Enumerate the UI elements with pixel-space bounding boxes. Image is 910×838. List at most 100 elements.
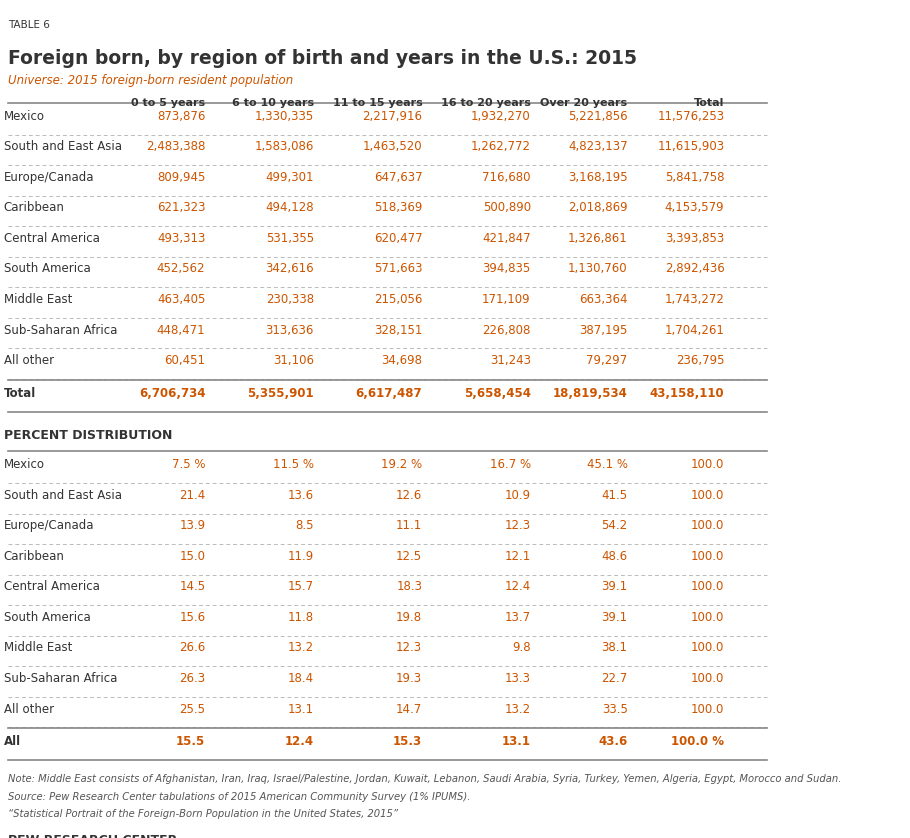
Text: PEW RESEARCH CENTER: PEW RESEARCH CENTER (8, 834, 177, 838)
Text: 16 to 20 years: 16 to 20 years (440, 98, 531, 108)
Text: Sub-Saharan Africa: Sub-Saharan Africa (4, 672, 117, 685)
Text: 11.9: 11.9 (288, 550, 314, 563)
Text: 13.2: 13.2 (505, 702, 531, 716)
Text: 26.6: 26.6 (179, 641, 206, 654)
Text: South and East Asia: South and East Asia (4, 489, 122, 502)
Text: South America: South America (4, 262, 91, 276)
Text: 48.6: 48.6 (602, 550, 628, 563)
Text: 100.0: 100.0 (691, 581, 724, 593)
Text: 12.4: 12.4 (504, 581, 531, 593)
Text: 16.7 %: 16.7 % (490, 458, 531, 471)
Text: Mexico: Mexico (4, 458, 45, 471)
Text: Total: Total (694, 98, 724, 108)
Text: 18.4: 18.4 (288, 672, 314, 685)
Text: 1,326,861: 1,326,861 (568, 232, 628, 245)
Text: 100.0: 100.0 (691, 641, 724, 654)
Text: 621,323: 621,323 (157, 201, 206, 215)
Text: 79,297: 79,297 (586, 354, 628, 367)
Text: 452,562: 452,562 (157, 262, 206, 276)
Text: 2,217,916: 2,217,916 (362, 110, 422, 122)
Text: 647,637: 647,637 (374, 171, 422, 184)
Text: 31,243: 31,243 (490, 354, 531, 367)
Text: 14.7: 14.7 (396, 702, 422, 716)
Text: 100.0: 100.0 (691, 672, 724, 685)
Text: All: All (4, 736, 21, 748)
Text: 226,808: 226,808 (482, 323, 531, 337)
Text: 620,477: 620,477 (374, 232, 422, 245)
Text: 13.2: 13.2 (288, 641, 314, 654)
Text: Europe/Canada: Europe/Canada (4, 171, 95, 184)
Text: 100.0: 100.0 (691, 489, 724, 502)
Text: 499,301: 499,301 (266, 171, 314, 184)
Text: 9.8: 9.8 (512, 641, 531, 654)
Text: 500,890: 500,890 (482, 201, 531, 215)
Text: Total: Total (4, 387, 36, 400)
Text: “Statistical Portrait of the Foreign-Born Population in the United States, 2015”: “Statistical Portrait of the Foreign-Bor… (8, 809, 398, 819)
Text: 421,847: 421,847 (482, 232, 531, 245)
Text: 26.3: 26.3 (179, 672, 206, 685)
Text: 34,698: 34,698 (381, 354, 422, 367)
Text: 18.3: 18.3 (396, 581, 422, 593)
Text: 11 to 15 years: 11 to 15 years (332, 98, 422, 108)
Text: 1,932,270: 1,932,270 (471, 110, 531, 122)
Text: 60,451: 60,451 (165, 354, 206, 367)
Text: 328,151: 328,151 (374, 323, 422, 337)
Text: 12.3: 12.3 (505, 520, 531, 532)
Text: 100.0: 100.0 (691, 550, 724, 563)
Text: Caribbean: Caribbean (4, 550, 65, 563)
Text: 571,663: 571,663 (374, 262, 422, 276)
Text: Universe: 2015 foreign-born resident population: Universe: 2015 foreign-born resident pop… (8, 75, 293, 87)
Text: 5,658,454: 5,658,454 (464, 387, 531, 400)
Text: 4,823,137: 4,823,137 (568, 140, 628, 153)
Text: 11,576,253: 11,576,253 (657, 110, 724, 122)
Text: Caribbean: Caribbean (4, 201, 65, 215)
Text: 43.6: 43.6 (599, 736, 628, 748)
Text: 3,168,195: 3,168,195 (568, 171, 628, 184)
Text: 4,153,579: 4,153,579 (665, 201, 724, 215)
Text: 0 to 5 years: 0 to 5 years (131, 98, 206, 108)
Text: 41.5: 41.5 (602, 489, 628, 502)
Text: All other: All other (4, 354, 54, 367)
Text: 100.0: 100.0 (691, 611, 724, 624)
Text: South and East Asia: South and East Asia (4, 140, 122, 153)
Text: Sub-Saharan Africa: Sub-Saharan Africa (4, 323, 117, 337)
Text: 230,338: 230,338 (266, 293, 314, 306)
Text: 716,680: 716,680 (482, 171, 531, 184)
Text: PERCENT DISTRIBUTION: PERCENT DISTRIBUTION (4, 429, 172, 442)
Text: 394,835: 394,835 (482, 262, 531, 276)
Text: 2,892,436: 2,892,436 (664, 262, 724, 276)
Text: 873,876: 873,876 (157, 110, 206, 122)
Text: 313,636: 313,636 (266, 323, 314, 337)
Text: 10.9: 10.9 (505, 489, 531, 502)
Text: 12.5: 12.5 (396, 550, 422, 563)
Text: 663,364: 663,364 (579, 293, 628, 306)
Text: 13.1: 13.1 (501, 736, 531, 748)
Text: TABLE 6: TABLE 6 (8, 19, 50, 29)
Text: Central America: Central America (4, 232, 100, 245)
Text: 19.8: 19.8 (396, 611, 422, 624)
Text: 18,819,534: 18,819,534 (552, 387, 628, 400)
Text: 15.0: 15.0 (179, 550, 206, 563)
Text: 21.4: 21.4 (179, 489, 206, 502)
Text: 494,128: 494,128 (265, 201, 314, 215)
Text: 13.7: 13.7 (505, 611, 531, 624)
Text: 15.7: 15.7 (288, 581, 314, 593)
Text: 3,393,853: 3,393,853 (665, 232, 724, 245)
Text: 12.4: 12.4 (285, 736, 314, 748)
Text: 1,463,520: 1,463,520 (363, 140, 422, 153)
Text: 1,583,086: 1,583,086 (255, 140, 314, 153)
Text: 448,471: 448,471 (157, 323, 206, 337)
Text: 171,109: 171,109 (482, 293, 531, 306)
Text: 13.3: 13.3 (505, 672, 531, 685)
Text: 33.5: 33.5 (602, 702, 628, 716)
Text: 100.0: 100.0 (691, 702, 724, 716)
Text: 2,018,869: 2,018,869 (568, 201, 628, 215)
Text: 809,945: 809,945 (157, 171, 206, 184)
Text: 1,130,760: 1,130,760 (568, 262, 628, 276)
Text: 39.1: 39.1 (602, 581, 628, 593)
Text: 15.3: 15.3 (393, 736, 422, 748)
Text: 236,795: 236,795 (676, 354, 724, 367)
Text: 5,355,901: 5,355,901 (248, 387, 314, 400)
Text: Central America: Central America (4, 581, 100, 593)
Text: South America: South America (4, 611, 91, 624)
